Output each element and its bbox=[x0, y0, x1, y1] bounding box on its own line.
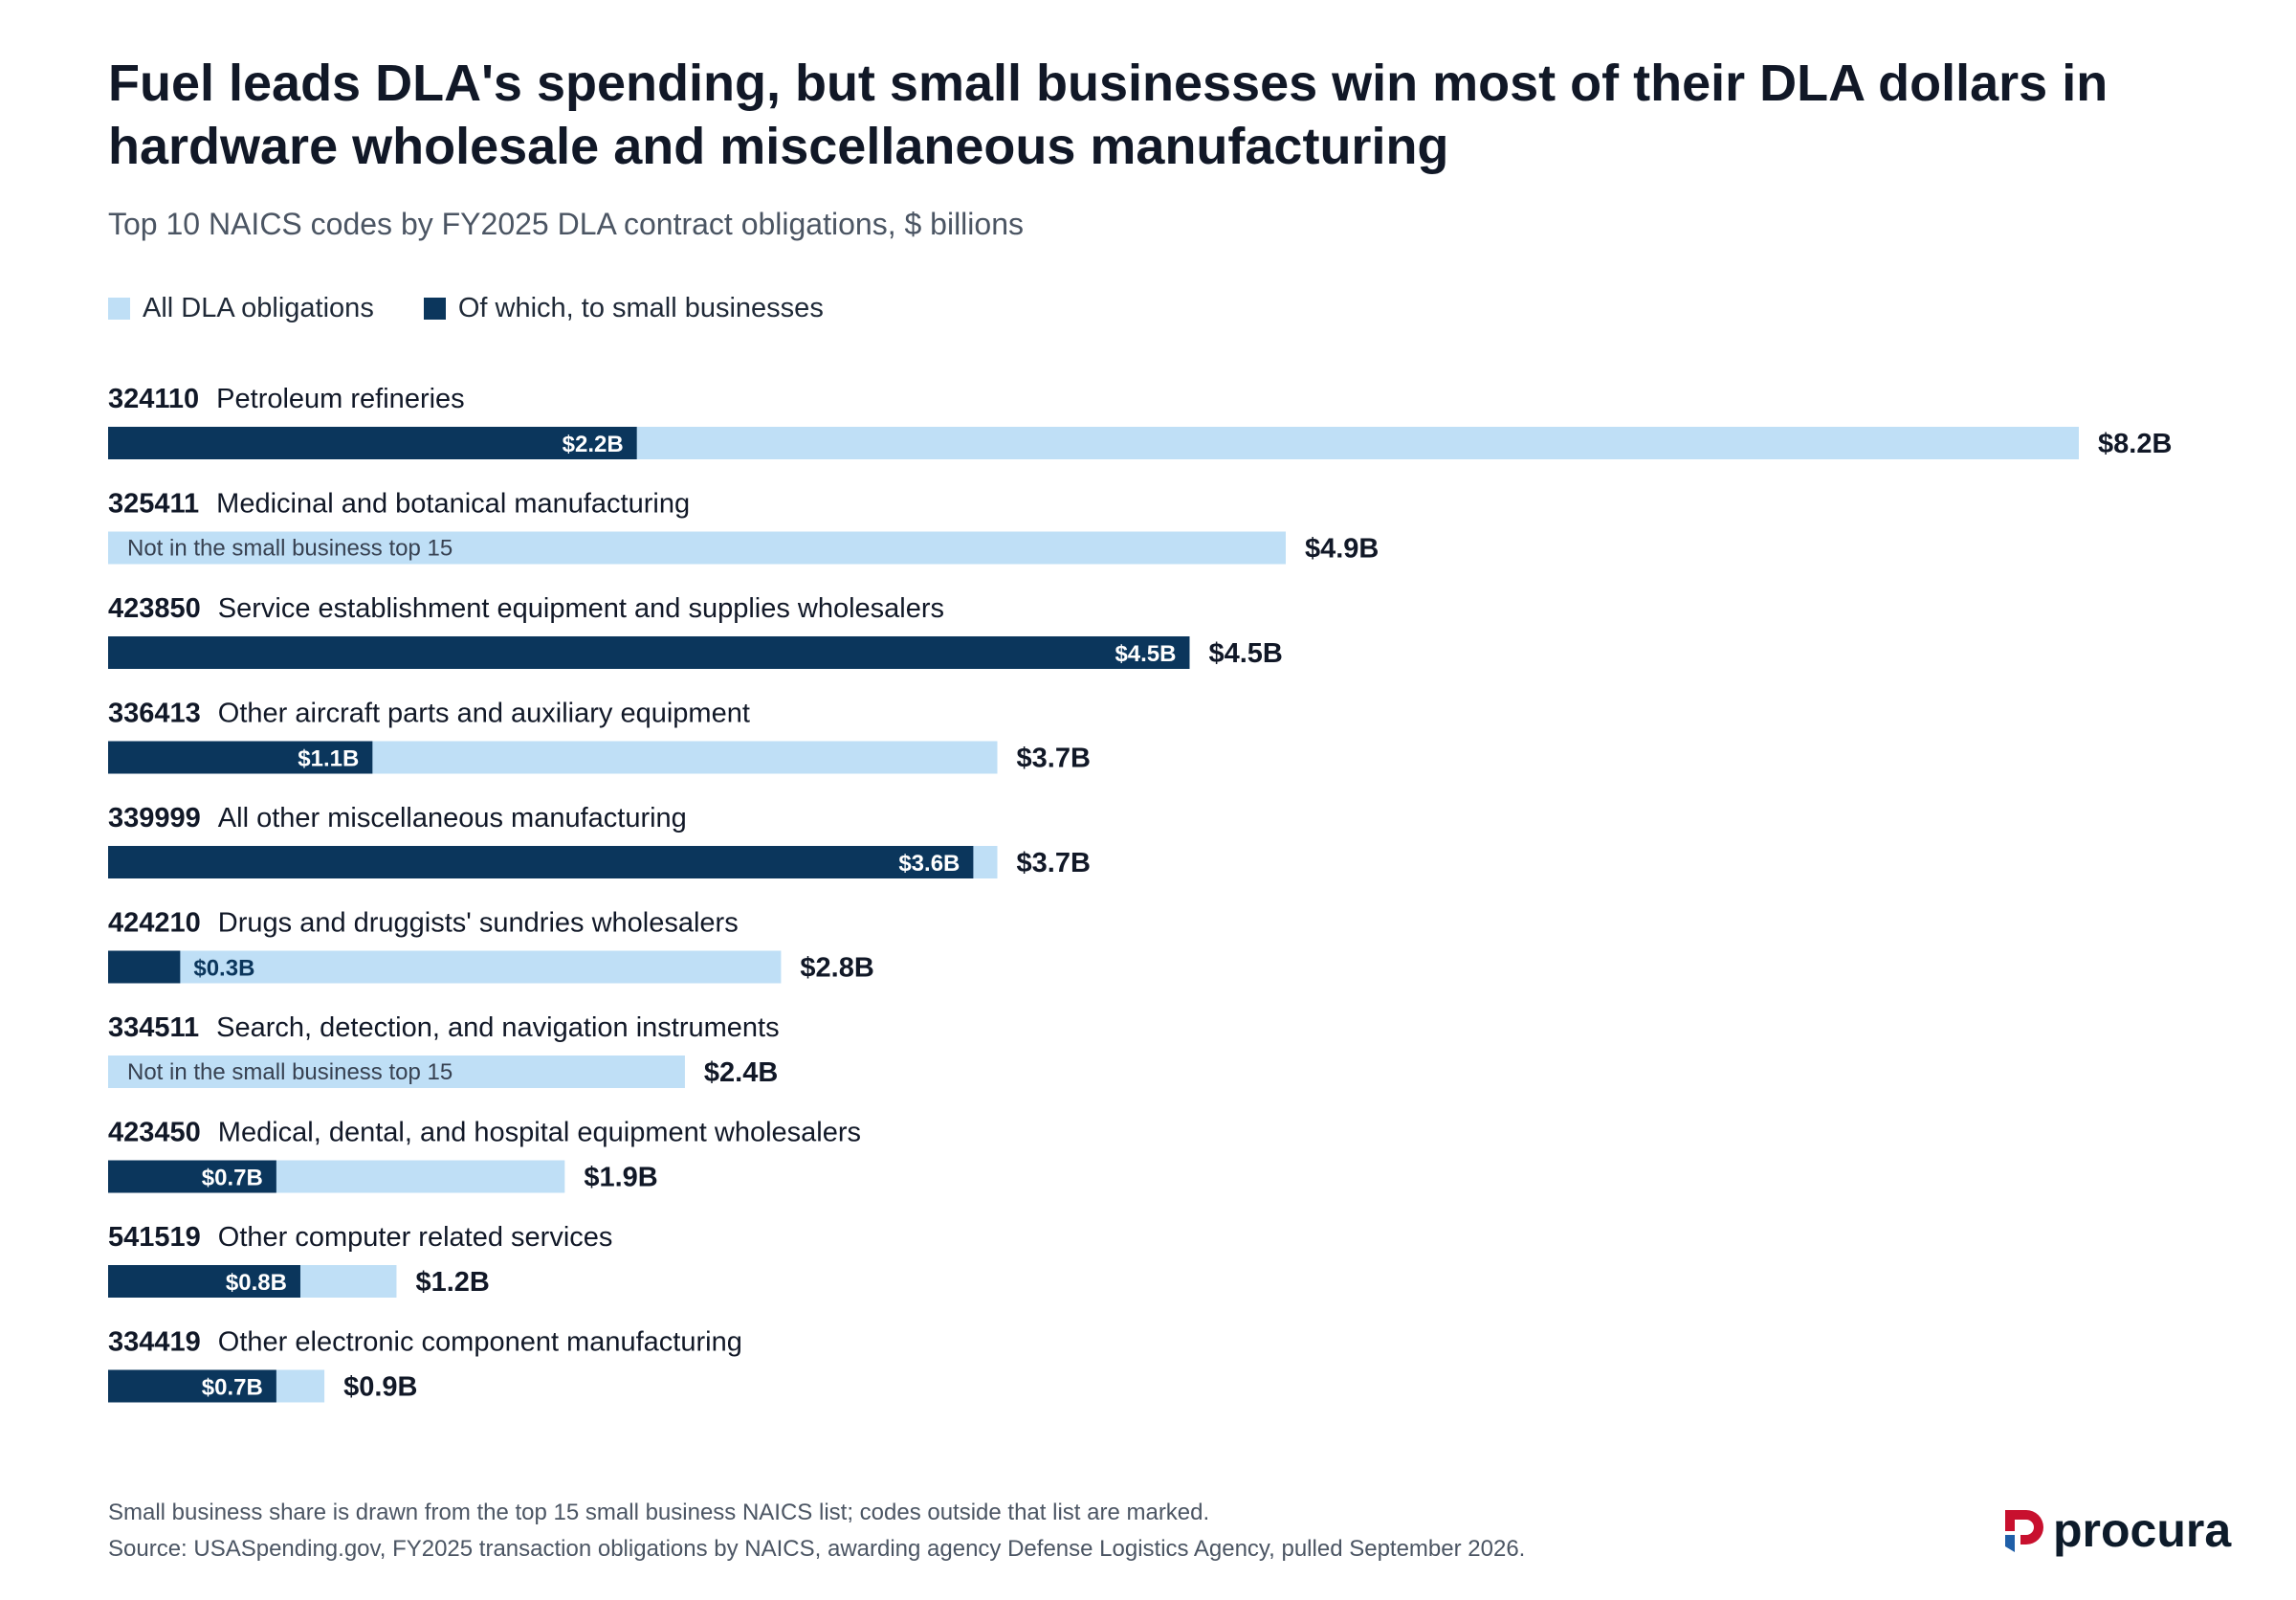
total-value-label: $1.2B bbox=[415, 1267, 489, 1298]
total-value-label: $3.7B bbox=[1017, 744, 1091, 774]
legend-swatch-small bbox=[423, 297, 446, 320]
not-in-top15-note: Not in the small business top 15 bbox=[127, 1059, 453, 1085]
total-value-label: $4.5B bbox=[1208, 638, 1282, 669]
row-label: 334419 Other electronic component manufac… bbox=[108, 1327, 742, 1358]
bar-all-obligations bbox=[108, 531, 1286, 565]
naics-name: Medicinal and botanical manufacturing bbox=[216, 489, 690, 520]
footnote-source: Source: USASpending.gov, FY2025 transact… bbox=[108, 1536, 1526, 1562]
small-business-label: $0.8B bbox=[226, 1270, 287, 1296]
naics-name: Medical, dental, and hospital equipment … bbox=[218, 1118, 861, 1148]
bar-small-business bbox=[108, 1369, 276, 1403]
bar-row-423450: 423450 Medical, dental, and hospital equi… bbox=[108, 1118, 861, 1193]
small-business-label: $0.3B bbox=[193, 956, 254, 982]
total-value-label: $2.4B bbox=[704, 1057, 778, 1088]
total-value-label: $4.9B bbox=[1305, 534, 1379, 565]
small-business-label: $0.7B bbox=[202, 1166, 263, 1191]
naics-code: 339999 bbox=[108, 803, 201, 833]
row-label: 336413 Other aircraft parts and auxiliary… bbox=[108, 699, 750, 729]
chart-title: Fuel leads DLA's spending, but small bus… bbox=[108, 55, 2108, 175]
naics-code: 324110 bbox=[108, 384, 199, 414]
total-value-label: $0.9B bbox=[343, 1372, 417, 1403]
row-label: 334511 Search, detection, and navigation … bbox=[108, 1012, 780, 1043]
naics-name: Drugs and druggists' sundries wholesaler… bbox=[218, 908, 739, 939]
bar-all-obligations bbox=[108, 950, 782, 984]
legend-label-small: Of which, to small businesses bbox=[457, 293, 824, 323]
naics-code: 423450 bbox=[108, 1118, 201, 1148]
bar-row-424210: 424210 Drugs and druggists' sundries whol… bbox=[108, 908, 874, 984]
row-label: 423450 Medical, dental, and hospital equi… bbox=[108, 1118, 861, 1148]
row-label: 424210 Drugs and druggists' sundries whol… bbox=[108, 908, 739, 939]
row-label: 324110 Petroleum refineries bbox=[108, 384, 465, 414]
bar-row-324110: 324110 Petroleum refineries $2.2B $8.2B bbox=[108, 384, 2172, 459]
naics-name: Other electronic component manufacturing bbox=[218, 1327, 742, 1358]
naics-name: Other aircraft parts and auxiliary equip… bbox=[218, 699, 750, 729]
row-label: 541519 Other computer related services bbox=[108, 1222, 612, 1253]
bar-small-business bbox=[108, 1160, 276, 1193]
procura-logo-mark-icon bbox=[2005, 1510, 2043, 1552]
bar-small-business bbox=[108, 427, 637, 459]
legend-item-all: All DLA obligations bbox=[108, 291, 374, 325]
naics-name: Petroleum refineries bbox=[216, 384, 465, 414]
footnote: Small business share is drawn from the t… bbox=[108, 1495, 1525, 1567]
legend-swatch-all bbox=[108, 297, 130, 320]
naics-code: 424210 bbox=[108, 908, 201, 939]
naics-code: 336413 bbox=[108, 699, 201, 729]
bar-row-541519: 541519 Other computer related services $0.… bbox=[108, 1222, 612, 1298]
row-label: 339999 All other miscellaneous manufactur… bbox=[108, 803, 687, 833]
small-business-label: $1.1B bbox=[298, 746, 359, 772]
naics-code: 334511 bbox=[108, 1012, 199, 1043]
row-label: 423850 Service establishment equipment an… bbox=[108, 593, 944, 624]
naics-code: 541519 bbox=[108, 1222, 201, 1253]
footnote-note: Small business share is drawn from the t… bbox=[108, 1500, 1210, 1525]
small-business-label: $0.7B bbox=[202, 1375, 263, 1401]
naics-name: All other miscellaneous manufacturing bbox=[218, 803, 687, 833]
bar-row-336413: 336413 Other aircraft parts and auxiliary… bbox=[108, 699, 1091, 774]
naics-name: Search, detection, and navigation instru… bbox=[216, 1012, 779, 1043]
bar-chart: 324110 Petroleum refineries $2.2B $8.2B 3254… bbox=[108, 384, 2172, 1403]
bar-all-obligations bbox=[108, 1056, 685, 1088]
total-value-label: $3.7B bbox=[1017, 848, 1091, 878]
bar-small-business bbox=[108, 636, 1190, 669]
naics-code: 334419 bbox=[108, 1327, 201, 1358]
bar-row-334419: 334419 Other electronic component manufac… bbox=[108, 1327, 742, 1403]
procura-logo: procura bbox=[1998, 1502, 2231, 1558]
small-business-label: $3.6B bbox=[898, 851, 960, 877]
total-value-label: $8.2B bbox=[2098, 429, 2172, 459]
naics-code: 423850 bbox=[108, 593, 201, 624]
procura-logo-text: procura bbox=[2053, 1503, 2232, 1557]
chart-subtitle: Top 10 NAICS codes by FY2025 DLA contrac… bbox=[108, 207, 1024, 241]
bar-small-business bbox=[108, 846, 974, 878]
not-in-top15-note: Not in the small business top 15 bbox=[127, 536, 453, 562]
naics-code: 325411 bbox=[108, 489, 199, 520]
legend: All DLA obligations Of which, to small b… bbox=[108, 291, 873, 325]
bar-small-business bbox=[108, 950, 181, 984]
total-value-label: $1.9B bbox=[584, 1163, 657, 1193]
total-value-label: $2.8B bbox=[800, 953, 873, 984]
row-label: 325411 Medicinal and botanical manufactur… bbox=[108, 489, 690, 520]
bar-row-423850: 423850 Service establishment equipment an… bbox=[108, 593, 1283, 669]
naics-name: Other computer related services bbox=[218, 1222, 613, 1253]
bar-small-business bbox=[108, 741, 373, 774]
small-business-label: $4.5B bbox=[1115, 641, 1176, 667]
bar-small-business bbox=[108, 1265, 300, 1298]
small-business-label: $2.2B bbox=[563, 432, 624, 457]
naics-name: Service establishment equipment and supp… bbox=[218, 593, 944, 624]
bar-row-325411: 325411 Medicinal and botanical manufactur… bbox=[108, 489, 1379, 565]
bar-row-334511: 334511 Search, detection, and navigation … bbox=[108, 1012, 780, 1088]
legend-item-small: Of which, to small businesses bbox=[423, 291, 824, 325]
legend-label-all: All DLA obligations bbox=[143, 293, 374, 323]
bar-row-339999: 339999 All other miscellaneous manufactur… bbox=[108, 803, 1091, 878]
